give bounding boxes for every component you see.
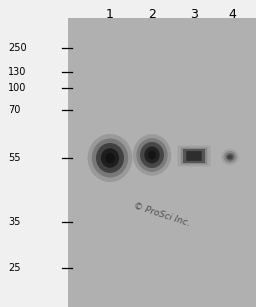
- Text: 4: 4: [228, 7, 236, 21]
- Text: 250: 250: [8, 43, 27, 53]
- Ellipse shape: [148, 150, 156, 160]
- Text: 130: 130: [8, 67, 26, 77]
- Ellipse shape: [144, 146, 160, 163]
- FancyBboxPatch shape: [183, 149, 205, 163]
- Text: © ProSci Inc.: © ProSci Inc.: [133, 202, 191, 228]
- Ellipse shape: [140, 142, 164, 168]
- FancyBboxPatch shape: [181, 148, 207, 165]
- Ellipse shape: [136, 138, 168, 172]
- Ellipse shape: [133, 134, 171, 176]
- Ellipse shape: [92, 138, 128, 177]
- Ellipse shape: [221, 149, 239, 165]
- Ellipse shape: [88, 134, 132, 182]
- Ellipse shape: [223, 151, 237, 163]
- Text: 3: 3: [190, 7, 198, 21]
- Text: 35: 35: [8, 217, 20, 227]
- Ellipse shape: [105, 153, 115, 163]
- Text: 100: 100: [8, 83, 26, 93]
- FancyBboxPatch shape: [177, 146, 210, 166]
- Ellipse shape: [96, 143, 124, 173]
- Text: 1: 1: [106, 7, 114, 21]
- Bar: [68, 18, 256, 307]
- Text: 70: 70: [8, 105, 20, 115]
- Ellipse shape: [101, 148, 119, 168]
- Text: 2: 2: [148, 7, 156, 21]
- FancyBboxPatch shape: [186, 151, 202, 161]
- Text: 25: 25: [8, 263, 20, 273]
- Ellipse shape: [228, 155, 232, 159]
- Text: 55: 55: [8, 153, 20, 163]
- Ellipse shape: [226, 153, 234, 161]
